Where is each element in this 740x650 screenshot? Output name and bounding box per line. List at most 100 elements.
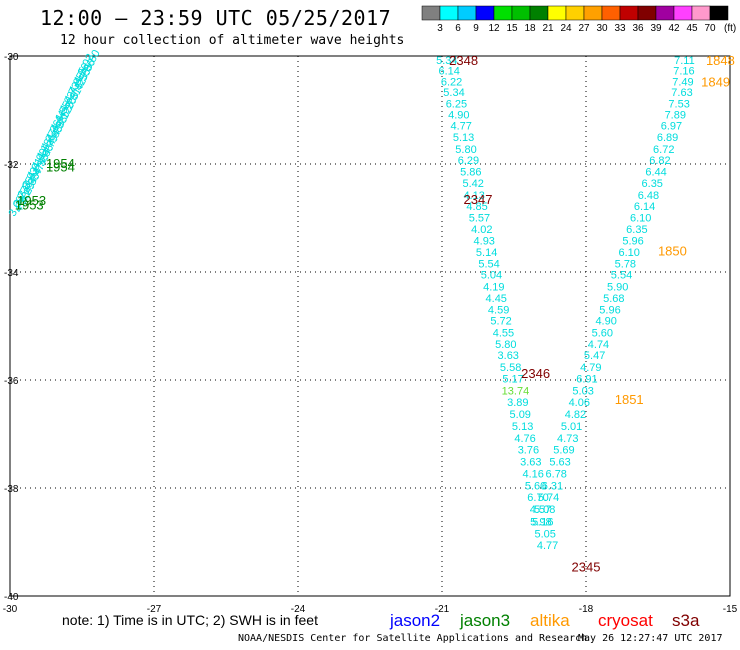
track-a-value: 4.90 xyxy=(448,109,469,121)
colorbar-label: 9 xyxy=(473,23,479,34)
colorbar-unit: (ft) xyxy=(724,23,736,34)
track-a-value: 5.34 xyxy=(436,55,457,67)
track-a-time-label: 2346 xyxy=(521,366,550,381)
colorbar-swatch xyxy=(457,5,477,21)
legend-cryosat: cryosat xyxy=(598,611,653,630)
track-b-value: 5.68 xyxy=(603,293,624,305)
colorbar-label: 33 xyxy=(614,23,626,34)
colorbar-swatch xyxy=(547,5,567,21)
track-a-value: 4.76 xyxy=(514,433,535,445)
track-b-value: 5.98 xyxy=(530,516,551,528)
track-b-value: 5.60 xyxy=(592,327,613,339)
track-b-value: 5.47 xyxy=(584,350,605,362)
track-b-value: 5.63 xyxy=(549,457,570,469)
track-b-value: 6.89 xyxy=(657,132,678,144)
track-a-value: 5.54 xyxy=(478,258,499,270)
colorbar-swatch xyxy=(709,5,729,21)
colorbar-label: 12 xyxy=(488,23,500,34)
colorbar-label: 70 xyxy=(704,23,716,34)
track-b-value: 4.79 xyxy=(580,362,601,374)
track-b-value: 6.35 xyxy=(626,224,647,236)
track-b-value: 6.78 xyxy=(546,468,567,480)
track-a-value: 5.04 xyxy=(481,270,502,282)
track-b-value: 5.78 xyxy=(615,258,636,270)
track-a-value: 4.93 xyxy=(474,236,495,248)
colorbar-label: 3 xyxy=(437,23,443,34)
colorbar-label: 30 xyxy=(596,23,608,34)
colorbar-label: 24 xyxy=(560,23,572,34)
colorbar-label: 42 xyxy=(668,23,680,34)
colorbar-swatch xyxy=(475,5,495,21)
track-b-value: 5.01 xyxy=(561,421,582,433)
track-b-value: 7.16 xyxy=(673,66,694,78)
track-b-value: 5.54 xyxy=(611,270,632,282)
track-b-value: 7.63 xyxy=(671,87,692,99)
track-a-value: 6.29 xyxy=(458,155,479,167)
track-b-value: 5.69 xyxy=(553,445,574,457)
track-c-time-label: 1954 xyxy=(46,160,75,175)
y-tick-label: -34 xyxy=(4,268,19,279)
track-b-value: 6.97 xyxy=(661,121,682,133)
footer-credit: NOAA/NESDIS Center for Satellite Applica… xyxy=(238,633,588,644)
track-a-value: 5.14 xyxy=(476,247,497,259)
track-a-value: 5.58 xyxy=(500,362,521,374)
y-tick-label: -36 xyxy=(4,376,19,387)
track-b-value: 6.14 xyxy=(634,201,655,213)
track-b-value: 6.91 xyxy=(576,373,597,385)
colorbar-swatch xyxy=(673,5,693,21)
track-a-value: 4.57 xyxy=(530,504,551,516)
track-b-value: 5.96 xyxy=(622,236,643,248)
colorbar-label: 21 xyxy=(542,23,554,34)
track-a-value: 6.22 xyxy=(441,76,462,88)
track-a-value: 4.77 xyxy=(537,540,558,552)
track-b-value: 5.03 xyxy=(572,385,593,397)
chart-title: 12:00 – 23:59 UTC 05/25/2017 xyxy=(40,6,392,30)
track-a-value: 4.55 xyxy=(493,327,514,339)
colorbar-swatch xyxy=(691,5,711,21)
track-b-value: 7.89 xyxy=(665,109,686,121)
track-a-value: 3.63 xyxy=(520,457,541,469)
colorbar-swatch xyxy=(421,5,441,21)
color-scale-bar: 3 6 9 12 15 18 21 24 27 30 33 36 39 42 45 70 (ft) xyxy=(421,5,736,34)
satellite-legend: jason2 jason3 altika cryosat s3a xyxy=(389,611,700,630)
y-tick-label: -40 xyxy=(4,592,19,603)
note-text: note: 1) Time is in UTC; 2) SWH is in fe… xyxy=(62,612,318,628)
track-a-value: 6.25 xyxy=(446,99,467,111)
x-tick-label: -30 xyxy=(3,604,18,615)
track-b-value: 5.90 xyxy=(607,282,628,294)
track-b-value: 6.35 xyxy=(642,178,663,190)
track-a-value: 13.74 xyxy=(502,385,530,397)
track-b-value: 4.73 xyxy=(557,433,578,445)
colorbar-label: 27 xyxy=(578,23,590,34)
colorbar-swatch xyxy=(601,5,621,21)
colorbar-swatch xyxy=(619,5,639,21)
track-b-value: 5.96 xyxy=(599,304,620,316)
legend-altika: altika xyxy=(530,611,570,630)
x-tick-label: -15 xyxy=(723,604,738,615)
track-b-value: 4.82 xyxy=(565,409,586,421)
x-tick-label: -18 xyxy=(579,604,594,615)
plot-frame xyxy=(9,55,731,597)
track-a-value: 4.13 xyxy=(463,190,484,202)
track-a-value: 5.34 xyxy=(443,87,464,99)
track-b-time-label: 1851 xyxy=(615,392,644,407)
track-b-value: 4.06 xyxy=(569,397,590,409)
track-b-value: 6.72 xyxy=(653,144,674,156)
colorbar-swatch xyxy=(583,5,603,21)
track-a-value: 5.13 xyxy=(512,421,533,433)
x-tick-label: -21 xyxy=(435,604,450,615)
colorbar-swatch xyxy=(439,5,459,21)
track-a-value: 5.60 xyxy=(525,480,546,492)
colorbar-swatch xyxy=(637,5,657,21)
legend-jason2: jason2 xyxy=(389,611,440,630)
track-a-value: 5.16 xyxy=(532,516,553,528)
track-a-value: 5.57 xyxy=(469,212,490,224)
x-tick-label: -24 xyxy=(291,604,306,615)
track-b-value: 4.90 xyxy=(595,316,616,328)
track-a-value: 3.89 xyxy=(507,397,528,409)
track-b-time-label: 1849 xyxy=(701,74,730,89)
track-a-value: 6.14 xyxy=(438,66,459,78)
track-b-value: 6.48 xyxy=(638,190,659,202)
track-a-value: 5.80 xyxy=(455,144,476,156)
